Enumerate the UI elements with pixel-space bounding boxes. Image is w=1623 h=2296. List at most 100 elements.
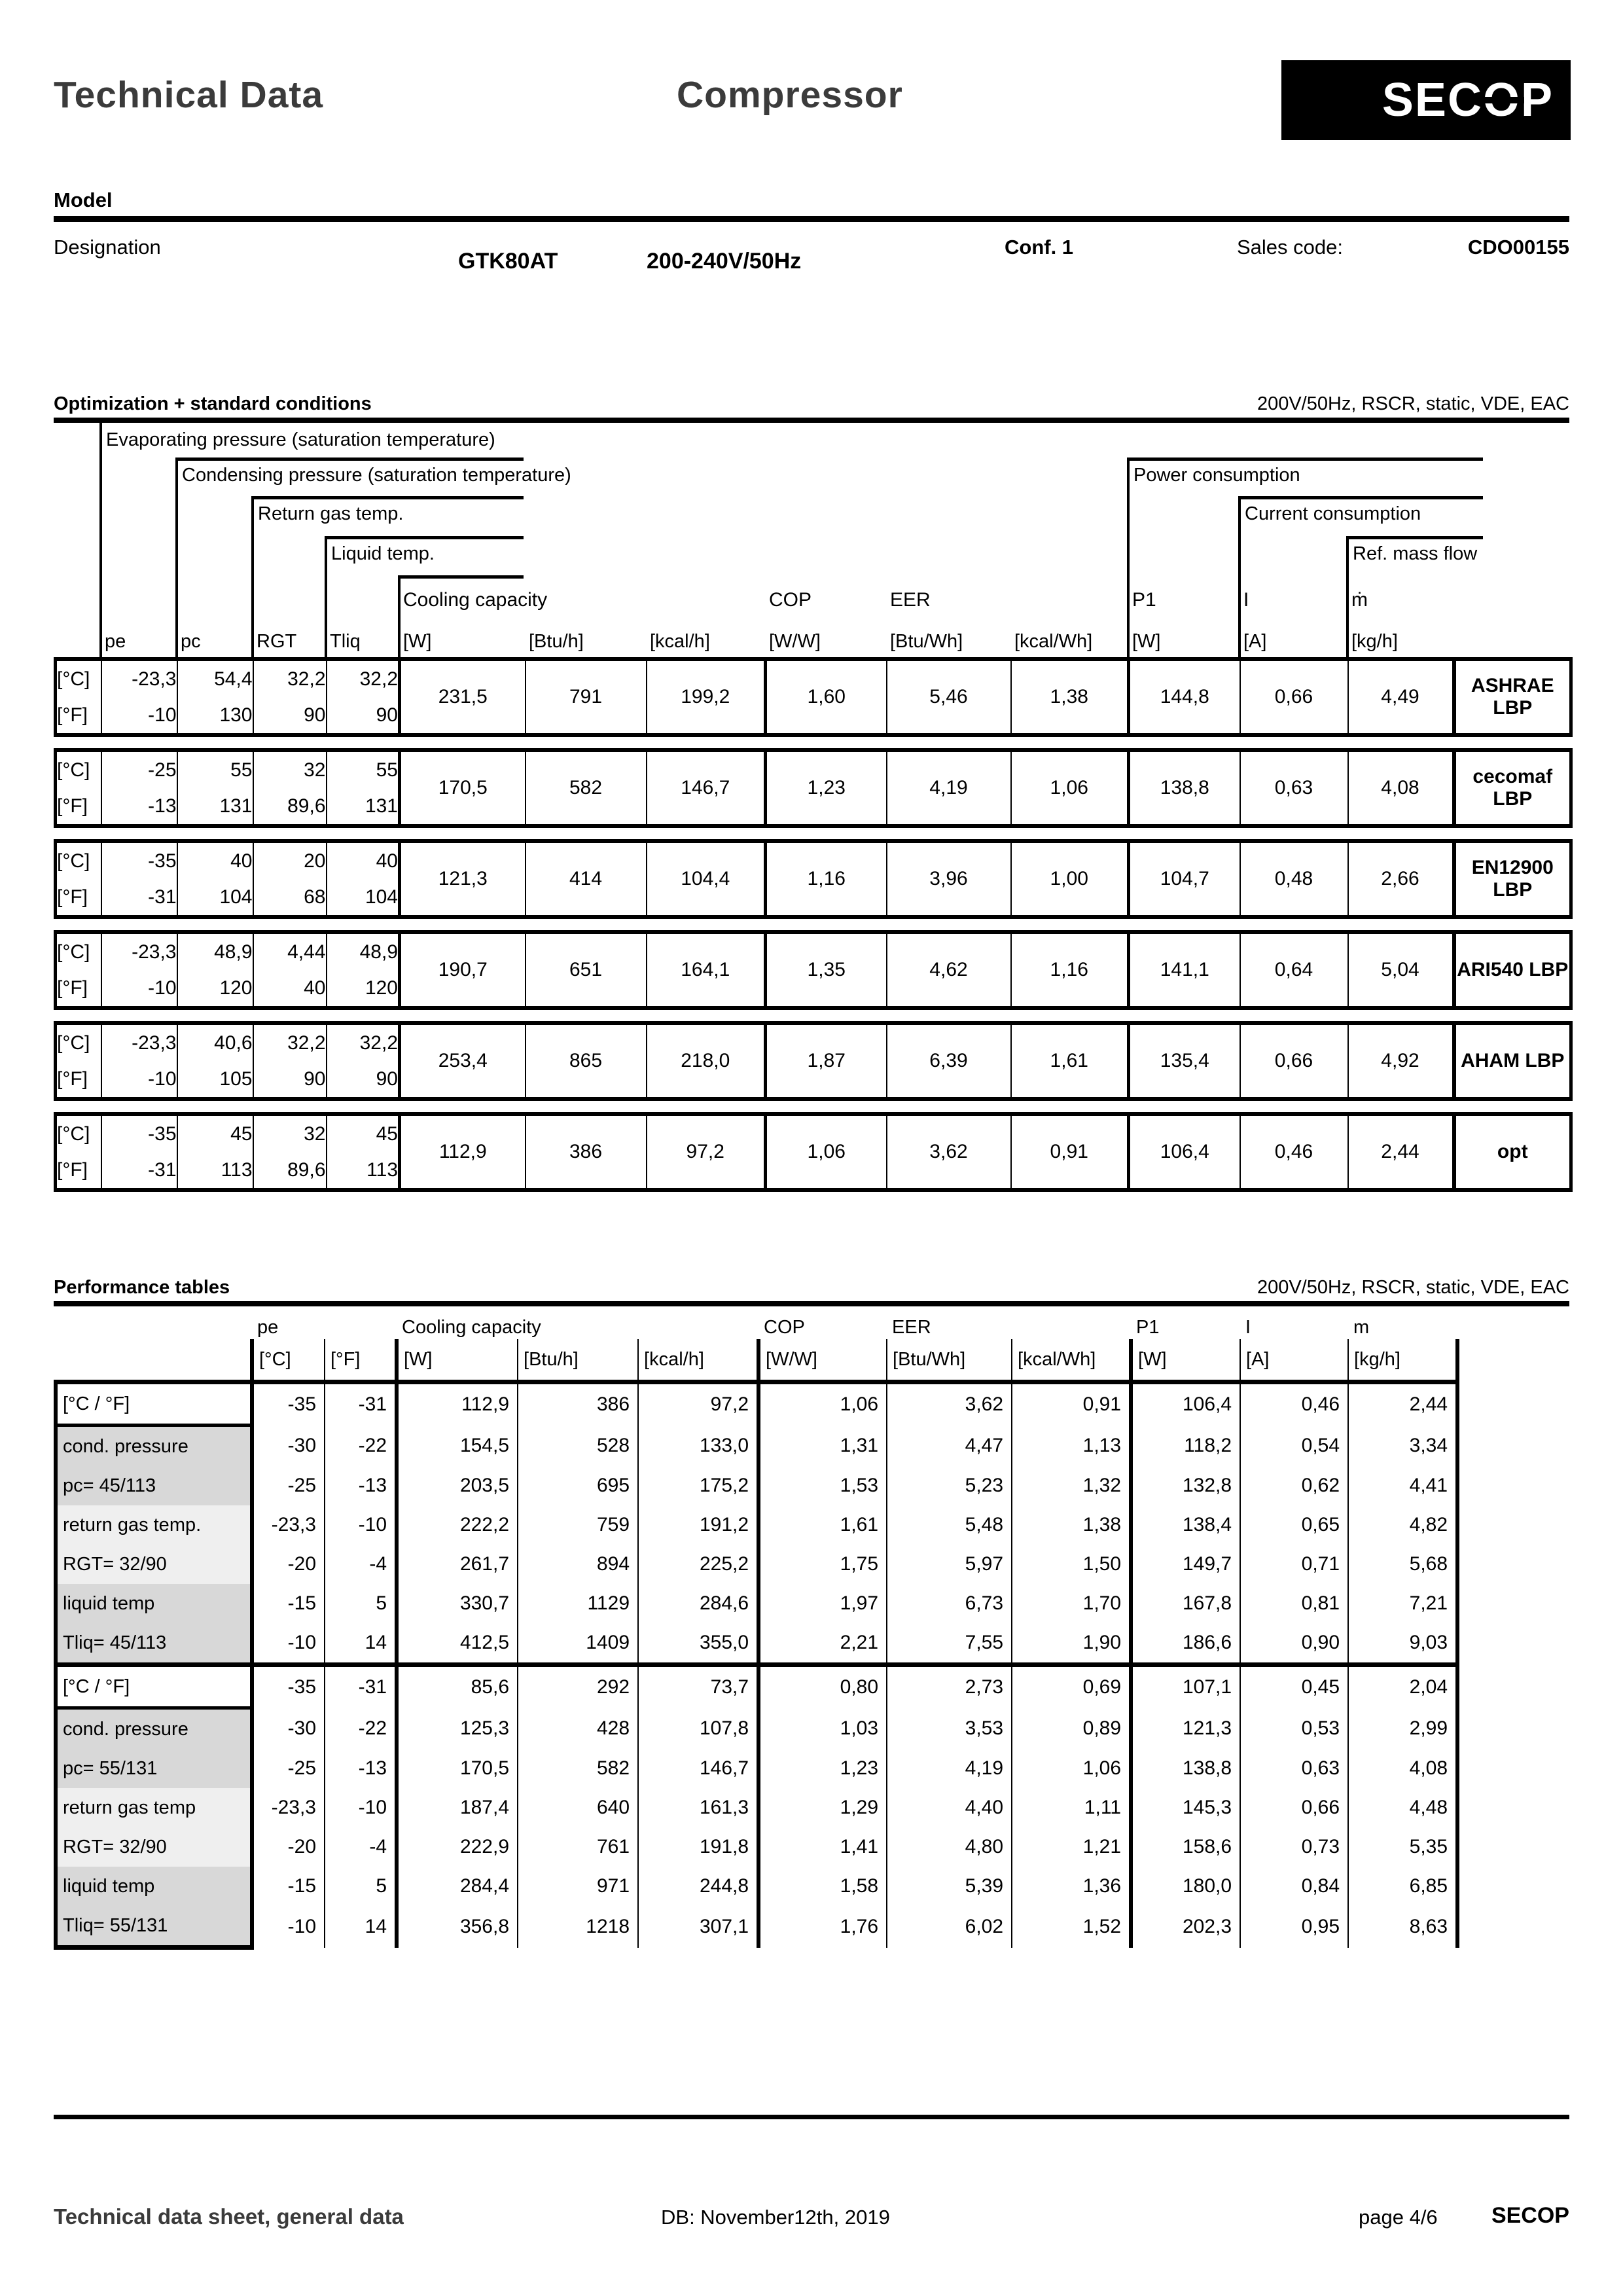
value-cell: 170,5 xyxy=(398,750,526,826)
performance-value-cell: 386 xyxy=(517,1382,639,1426)
col-label-kcalh: [kcal/h] xyxy=(650,631,710,652)
value-cell: 1,06 xyxy=(764,1114,887,1190)
performance-value-cell: 7,21 xyxy=(1347,1584,1460,1623)
value-cell: 582 xyxy=(524,750,647,826)
value-cell: 0,91 xyxy=(1010,1114,1129,1190)
value-cell: 1,38 xyxy=(1010,659,1129,735)
performance-value-cell: 158,6 xyxy=(1129,1827,1241,1867)
performance-value-cell: 191,2 xyxy=(637,1505,759,1545)
performance-value-cell: 1,06 xyxy=(1011,1749,1132,1788)
temp-f-cell: 68 xyxy=(252,879,327,917)
performance-value-cell: 0,89 xyxy=(1011,1708,1132,1749)
performance-value-cell: 355,0 xyxy=(637,1623,759,1667)
value-cell: 1,87 xyxy=(764,1023,887,1099)
performance-value-cell: 73,7 xyxy=(637,1664,759,1708)
tree-bracket-current xyxy=(1238,496,1483,499)
value-cell: 791 xyxy=(524,659,647,735)
performance-value-cell: 5,35 xyxy=(1347,1827,1460,1867)
performance-row: return gas temp. -23,3 -10 222,2 759 191,2 1,6… xyxy=(54,1505,1460,1545)
col-label-rgt: RGT xyxy=(257,631,297,652)
label-mdot: ṁ xyxy=(1351,589,1368,611)
performance-value-cell: -15 xyxy=(250,1867,325,1906)
row-label: return gas temp. xyxy=(54,1505,254,1545)
unit-label-celsius: [°C] xyxy=(57,668,90,690)
label-return-gas-temp: Return gas temp. xyxy=(258,503,404,524)
performance-value-cell: 261,7 xyxy=(395,1545,518,1584)
temp-f-cell: 120 xyxy=(325,970,400,1008)
performance-value-cell: 9,03 xyxy=(1347,1623,1460,1667)
performance-value-cell: 1,03 xyxy=(757,1708,887,1749)
performance-value-cell: 284,4 xyxy=(395,1867,518,1906)
unit-btuwh: [Btu/Wh] xyxy=(886,1339,1012,1384)
performance-value-cell: 161,3 xyxy=(637,1788,759,1827)
value-cell: 138,8 xyxy=(1127,750,1240,826)
tree-bracket-power xyxy=(1127,457,1483,461)
performance-value-cell: 0,81 xyxy=(1240,1584,1349,1623)
row-label: Tliq= 55/131 xyxy=(54,1906,254,1950)
performance-conditions: 200V/50Hz, RSCR, static, VDE, EAC xyxy=(1257,1277,1569,1298)
performance-value-cell: 5,23 xyxy=(886,1466,1012,1505)
value-cell: 135,4 xyxy=(1127,1023,1240,1099)
value-cell: 414 xyxy=(524,841,647,917)
celsius-subrow: [°C] -23,3 54,4 32,2 32,2 231,5 791 199,2 1,60 5,… xyxy=(56,659,1571,735)
sales-code-label: Sales code: xyxy=(1237,236,1343,259)
unit-ww: [W/W] xyxy=(757,1339,887,1384)
performance-value-cell: 4,80 xyxy=(886,1827,1012,1867)
value-cell: 3,96 xyxy=(885,841,1011,917)
fahrenheit-subrow: [°F] -10 130 90 90 xyxy=(56,697,1571,735)
label-i: I xyxy=(1243,589,1249,611)
tree-line-p1 xyxy=(1127,457,1130,657)
performance-value-cell: 107,8 xyxy=(637,1708,759,1749)
performance-value-cell: -4 xyxy=(323,1827,397,1867)
unit-btuh: [Btu/h] xyxy=(517,1339,639,1384)
group-spacer-kcalwh xyxy=(1012,1316,1131,1339)
value-cell: 4,49 xyxy=(1347,659,1454,735)
performance-value-cell: 14 xyxy=(323,1623,397,1667)
performance-value-cell: 191,8 xyxy=(637,1827,759,1867)
unit-c: [°C] xyxy=(250,1339,325,1384)
performance-value-cell: 1,29 xyxy=(757,1788,887,1827)
label-cop: COP xyxy=(769,589,812,611)
label-condensing-pressure: Condensing pressure (saturation temperat… xyxy=(182,465,571,486)
performance-value-cell: 4,47 xyxy=(886,1425,1012,1466)
value-cell: 0,46 xyxy=(1239,1114,1348,1190)
performance-value-cell: -23,3 xyxy=(250,1505,325,1545)
performance-row: [°C / °F] -35 -31 112,9 386 97,2 1,06 3,62 0,91 1… xyxy=(54,1382,1460,1427)
performance-value-cell: 5,97 xyxy=(886,1545,1012,1584)
optimization-divider xyxy=(54,418,1569,423)
performance-value-cell: 2,99 xyxy=(1347,1708,1460,1749)
performance-group-header-row: pe Cooling capacity COP EER P1 I m xyxy=(56,1316,1457,1339)
performance-row: pc= 45/113 -25 -13 203,5 695 175,2 1,53 5,23 1,3… xyxy=(54,1466,1460,1505)
performance-value-cell: 8,63 xyxy=(1347,1906,1460,1948)
performance-value-cell: 4,19 xyxy=(886,1749,1012,1788)
performance-value-cell: -10 xyxy=(323,1505,397,1545)
performance-value-cell: -31 xyxy=(323,1382,397,1426)
temp-c-cell: -25 xyxy=(100,750,177,788)
temp-c-cell: 32,2 xyxy=(325,1023,400,1061)
performance-value-cell: 759 xyxy=(517,1505,639,1545)
col-label-a: [A] xyxy=(1243,631,1267,652)
temp-f-cell: 104 xyxy=(176,879,253,917)
value-cell: 164,1 xyxy=(645,932,766,1008)
value-cell: 1,00 xyxy=(1010,841,1129,917)
group-p1: P1 xyxy=(1136,1316,1160,1338)
temp-f-cell: 104 xyxy=(325,879,400,917)
performance-row: cond. pressure -30 -22 154,5 528 133,0 1,31 4,4… xyxy=(54,1425,1460,1466)
performance-section-header: Performance tables 200V/50Hz, RSCR, stat… xyxy=(54,1276,1569,1299)
label-eer: EER xyxy=(890,589,931,611)
footer-divider xyxy=(54,2115,1569,2119)
performance-value-cell: -15 xyxy=(250,1584,325,1623)
performance-value-cell: 0,62 xyxy=(1240,1466,1349,1505)
row-label: [°C / °F] xyxy=(54,1664,254,1710)
performance-value-cell: 5 xyxy=(323,1867,397,1906)
logo-crossed-o-icon: O xyxy=(1482,74,1521,126)
standard-label: ARI540 LBP xyxy=(1452,932,1571,1008)
value-cell: 0,66 xyxy=(1239,659,1348,735)
optimization-condition-row-4: [°C] -23,3 48,9 4,44 48,9 190,7 651 164,1 1,35 4,… xyxy=(54,930,1573,1010)
model-divider xyxy=(54,216,1569,222)
value-cell: 651 xyxy=(524,932,647,1008)
performance-value-cell: -30 xyxy=(250,1708,325,1749)
temp-c-cell: 32,2 xyxy=(252,1023,327,1061)
value-cell: 865 xyxy=(524,1023,647,1099)
value-cell: 104,7 xyxy=(1127,841,1240,917)
